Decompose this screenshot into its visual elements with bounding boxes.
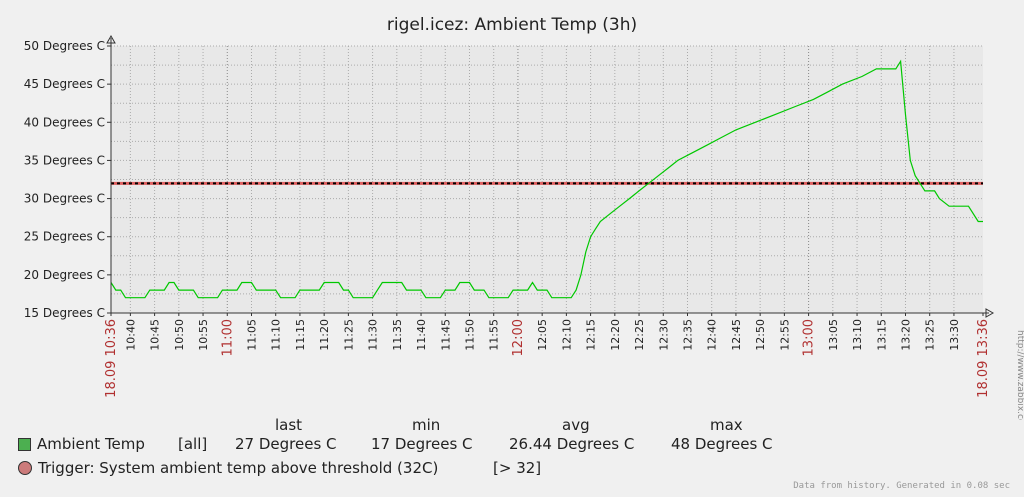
x-tick-label: 18.09 10:36	[104, 319, 119, 398]
x-tick-label: 13:10	[851, 319, 864, 351]
chart-title: rigel.icez: Ambient Temp (3h)	[387, 15, 637, 35]
legend-header-avg: avg	[562, 416, 590, 434]
x-tick-label: 11:25	[342, 319, 355, 351]
x-tick-label: 13:25	[924, 319, 937, 351]
x-tick-label: 11:30	[367, 319, 380, 351]
x-tick-label: 12:30	[657, 319, 670, 351]
series-line-ambient-temp	[110, 59, 983, 299]
x-tick-label: 11:50	[463, 319, 476, 351]
y-tick-label: 40 Degrees C	[24, 115, 105, 129]
trigger-color-dot	[18, 461, 32, 475]
x-tick-label: 11:55	[488, 319, 501, 351]
y-tick-label: 20 Degrees C	[24, 268, 105, 282]
legend-header-min: min	[412, 416, 441, 434]
legend-header-max: max	[710, 416, 743, 434]
y-tick-label: 15 Degrees C	[24, 306, 105, 320]
x-tick-label: 12:20	[609, 319, 622, 351]
x-tick-label: 12:55	[778, 319, 791, 351]
x-tick-label: 11:40	[415, 319, 428, 351]
legend-series-min: 17 Degrees C	[371, 435, 473, 453]
x-tick-label: 13:00	[802, 319, 817, 356]
footer-note: Data from history. Generated in 0.08 sec	[793, 481, 1010, 491]
x-tick-label: 13:15	[875, 319, 888, 351]
y-tick-label: 30 Degrees C	[24, 192, 105, 206]
y-tick-label: 45 Degrees C	[24, 77, 105, 91]
legend-series-last: 27 Degrees C	[235, 435, 337, 453]
x-tick-label: 12:00	[511, 319, 526, 356]
x-tick-label: 12:10	[560, 319, 573, 351]
y-axis-ticks: 15 Degrees C 20 Degrees C 25 Degrees C 30 D…	[24, 39, 111, 320]
legend-trigger-condition: [> 32]	[493, 459, 542, 477]
x-tick-label: 11:10	[270, 319, 283, 351]
y-axis-arrow	[106, 34, 116, 44]
x-tick-label: 18.09 13:36	[976, 319, 991, 398]
x-tick-label: 13:30	[948, 319, 961, 351]
chart: rigel.icez: Ambient Temp (3h) 15 Degrees…	[24, 15, 1024, 420]
x-axis-ticks: 18.09 10:36 10:40 10:45 10:50 10:55 11:00 11:0…	[104, 313, 991, 398]
legend-series-name: Ambient Temp	[37, 435, 145, 453]
x-tick-label: 12:05	[536, 319, 549, 351]
x-tick-label: 12:25	[633, 319, 646, 351]
y-tick-label: 25 Degrees C	[24, 230, 105, 244]
series-layer	[110, 59, 983, 299]
x-tick-label: 11:00	[220, 319, 235, 356]
x-tick-label: 13:05	[827, 319, 840, 351]
legend-trigger-row: Trigger: System ambient temp above thres…	[18, 459, 438, 477]
x-tick-label: 13:20	[899, 319, 912, 351]
x-tick-label: 12:35	[681, 319, 694, 351]
x-tick-label: 11:20	[318, 319, 331, 351]
x-tick-label: 10:45	[149, 319, 162, 351]
grid-lines	[111, 45, 983, 314]
x-tick-label: 10:55	[197, 319, 210, 351]
x-axis-arrow	[985, 308, 995, 318]
legend-series-avg: 26.44 Degrees C	[509, 435, 635, 453]
x-tick-label: 12:50	[754, 319, 767, 351]
y-tick-label: 50 Degrees C	[24, 39, 105, 53]
x-tick-label: 12:15	[585, 319, 598, 351]
legend-series-max: 48 Degrees C	[671, 435, 773, 453]
y-tick-label: 35 Degrees C	[24, 153, 105, 167]
x-tick-label: 11:35	[391, 319, 404, 351]
x-tick-label: 10:40	[124, 319, 137, 351]
series-color-swatch	[18, 438, 31, 451]
legend-trigger-label: Trigger: System ambient temp above thres…	[38, 459, 439, 477]
legend-header-last: last	[275, 416, 303, 434]
x-tick-label: 12:40	[706, 319, 719, 351]
x-tick-label: 11:05	[245, 319, 258, 351]
x-tick-label: 12:45	[730, 319, 743, 351]
side-watermark: http://www.zabbix.com	[1015, 330, 1024, 420]
x-tick-label: 10:50	[173, 319, 186, 351]
legend-series-row: Ambient Temp	[18, 435, 145, 453]
x-tick-label: 11:45	[439, 319, 452, 351]
legend-series-func: [all]	[178, 435, 208, 453]
x-tick-label: 11:15	[294, 319, 307, 351]
